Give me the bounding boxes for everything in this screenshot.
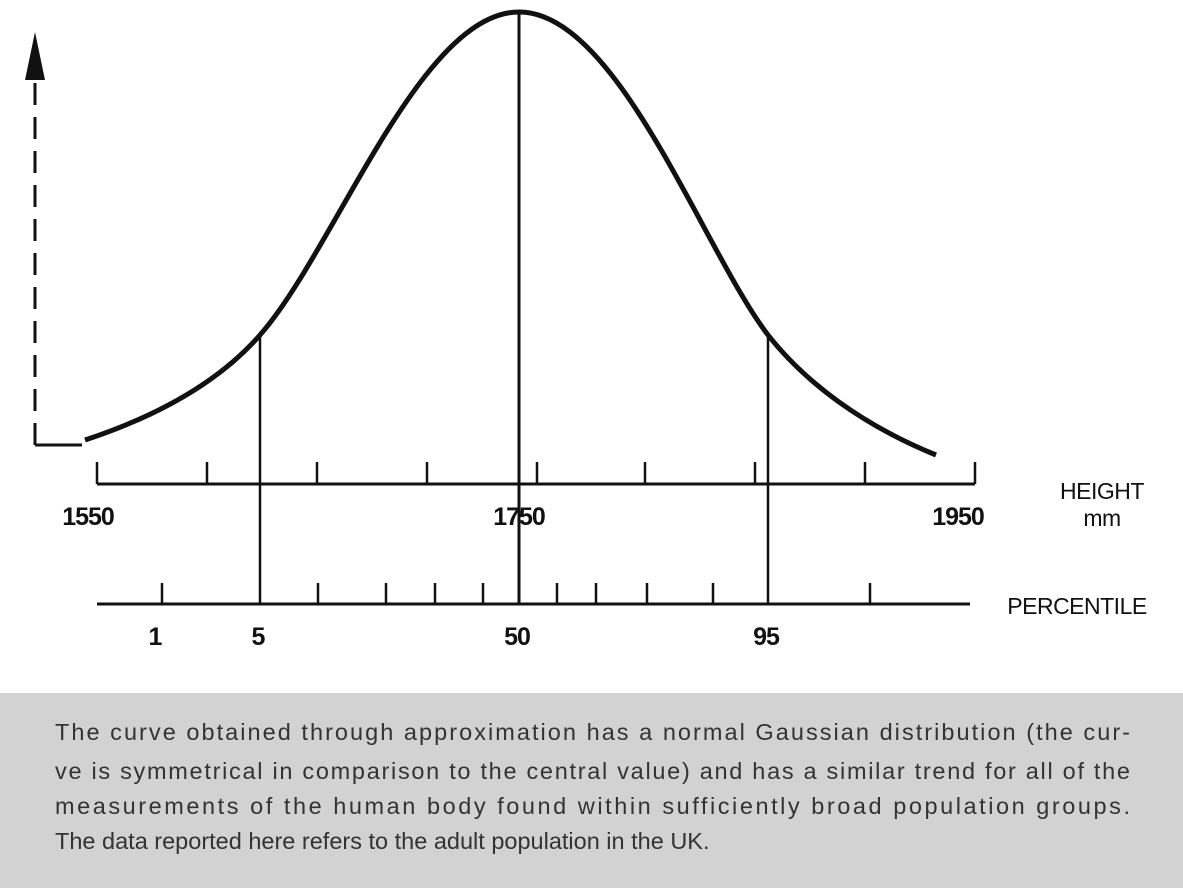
caption-box <box>0 693 1183 888</box>
caption-line: ve is symmetrical in comparison to the c… <box>55 758 1130 784</box>
percentile-label: 1 <box>149 623 163 651</box>
percentile-label: 50 <box>504 623 530 651</box>
percentile-label: 5 <box>252 623 266 651</box>
percentile-title: PERCENTILE <box>1007 593 1147 619</box>
height-title: HEIGHT <box>1060 478 1144 504</box>
caption-line: The data reported here refers to the adu… <box>55 828 710 854</box>
percentile-ticks <box>160 583 872 604</box>
height-label: 1750 <box>493 503 545 531</box>
height-ticks <box>95 462 977 484</box>
percentile-label: 95 <box>753 623 780 651</box>
height-label: 1950 <box>932 503 984 531</box>
height-unit: mm <box>1083 505 1120 531</box>
caption-line: The curve obtained through approximation… <box>55 719 1130 745</box>
caption-line: measurements of the human body found wit… <box>55 793 1130 819</box>
y-arrow <box>25 32 45 80</box>
height-label: 1550 <box>62 503 114 531</box>
